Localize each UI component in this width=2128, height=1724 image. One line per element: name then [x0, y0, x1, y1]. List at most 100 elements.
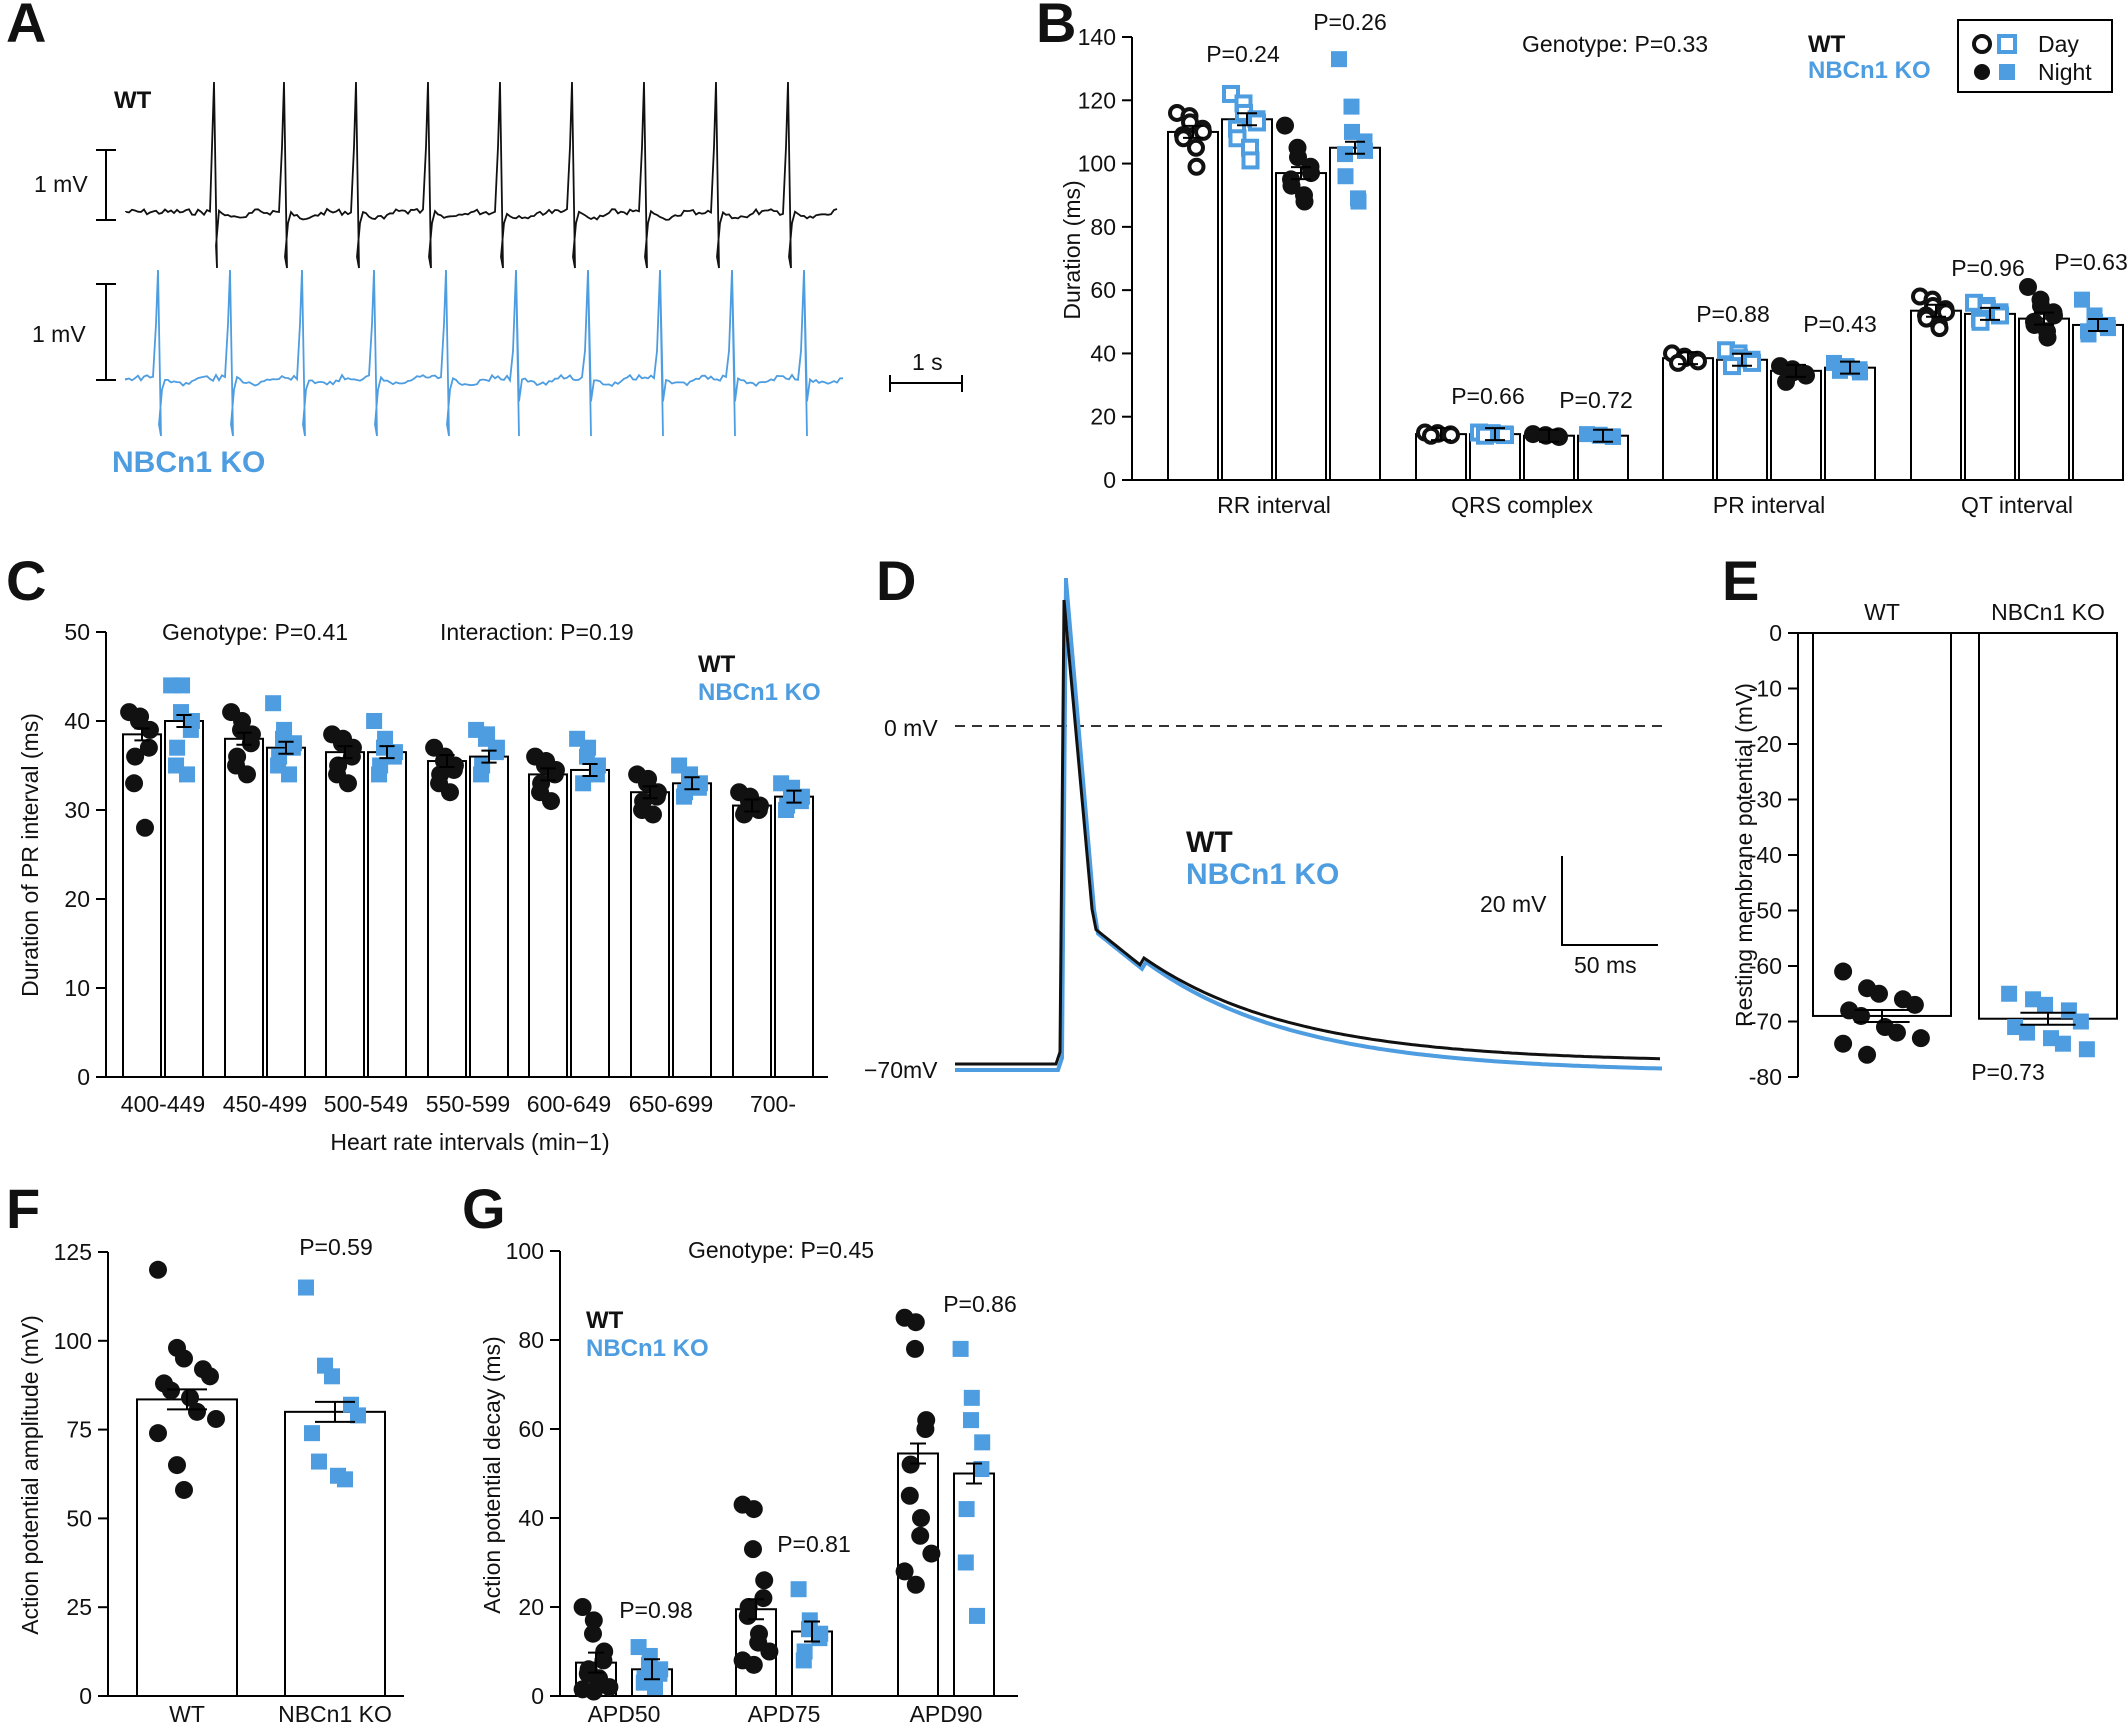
data-point: [600, 1678, 619, 1697]
data-point: [584, 1624, 602, 1643]
ap-legend-wt: WT: [1186, 826, 1233, 859]
data-point: [169, 739, 186, 756]
data-point: [487, 744, 504, 761]
bar: [469, 755, 509, 1078]
data-point: [958, 1501, 975, 1518]
data-point: [584, 1611, 603, 1630]
error-bar: [2088, 317, 2108, 332]
data-point: [2080, 326, 2097, 343]
data-point: [2054, 1035, 2071, 1052]
legend-day-label: Day: [2038, 31, 2079, 57]
error-bar: [582, 762, 598, 777]
ecg-wt-scale-label: 1 mV: [34, 171, 88, 197]
data-point: [2078, 1041, 2095, 1058]
x-tick-label: QRS complex: [1451, 492, 1593, 518]
p-value-label: P=0.24: [1206, 41, 1280, 67]
data-point: [744, 1655, 763, 1674]
data-point: [1357, 142, 1373, 159]
error-bar: [167, 1388, 207, 1411]
panel-letter-g: G: [462, 1177, 506, 1240]
data-point: [350, 1407, 366, 1424]
panel-c-interaction-p: Interaction: P=0.19: [440, 619, 634, 645]
error-bar: [1183, 124, 1203, 139]
ecg-trace-wt: [125, 81, 838, 269]
data-point: [1187, 157, 1206, 176]
y-axis-label: Action potential amplitude (mV): [17, 1315, 43, 1635]
error-bar: [1431, 427, 1451, 442]
y-tick-label: 0: [79, 1683, 92, 1709]
error-bar: [134, 727, 150, 742]
data-point: [690, 779, 707, 796]
y-tick-label: 80: [518, 1327, 544, 1353]
data-point: [366, 713, 383, 729]
error-bar: [1485, 427, 1505, 442]
data-point: [238, 765, 256, 784]
y-tick-label: 20: [1090, 404, 1116, 430]
error-bar: [1237, 112, 1257, 127]
data-point: [1777, 372, 1795, 391]
data-point: [744, 1500, 763, 1519]
data-point: [1337, 168, 1354, 185]
panel-b-chart: Genotype: P=0.33 WT NBCn1 KO Day Night 0…: [1059, 9, 2128, 518]
bar: [122, 733, 162, 1078]
error-bar: [1732, 352, 1752, 367]
data-point: [901, 1455, 920, 1474]
data-point: [140, 720, 159, 739]
data-point: [545, 765, 564, 784]
data-point: [162, 1381, 180, 1400]
error-bar: [337, 745, 353, 760]
x-tick-label: APD90: [910, 1701, 983, 1724]
data-point: [1852, 1006, 1871, 1025]
error-bar: [786, 789, 802, 804]
data-point: [1930, 319, 1949, 338]
error-bar: [748, 1598, 764, 1621]
data-point: [912, 1509, 930, 1527]
data-point: [963, 1389, 980, 1406]
data-point: [1887, 1023, 1906, 1042]
data-point: [676, 788, 693, 805]
data-point: [1834, 962, 1853, 981]
x-tick-label: 650-699: [629, 1091, 713, 1117]
data-point: [149, 1424, 167, 1443]
data-point: [139, 738, 158, 757]
data-point: [1832, 362, 1848, 379]
y-tick-label: 120: [1078, 87, 1116, 113]
error-bar: [644, 1658, 660, 1681]
x-tick-label: PR interval: [1713, 492, 1825, 518]
data-point: [2037, 996, 2053, 1013]
y-tick-label: 40: [64, 708, 90, 734]
ecg-ko-label: NBCn1 KO: [112, 446, 265, 479]
x-tick-label: RR interval: [1217, 492, 1331, 518]
data-point: [179, 766, 195, 783]
data-point: [1905, 995, 1924, 1014]
data-point: [175, 1480, 193, 1499]
data-point: [1295, 192, 1314, 211]
error-bar: [278, 740, 294, 755]
data-point: [337, 1471, 353, 1488]
panel-letter-a: A: [6, 0, 46, 54]
p-value-label: P=0.98: [619, 1597, 693, 1623]
p-value-label: P=0.86: [943, 1291, 1017, 1317]
ap-trace-wt: [955, 599, 1661, 1066]
bar: [266, 746, 306, 1078]
panel-g-legend-wt: WT: [586, 1307, 624, 1334]
legend-day-wt-marker: [1972, 34, 1992, 54]
y-tick-label: -10: [1749, 676, 1782, 702]
panel-e-p-value: P=0.73: [1971, 1059, 2045, 1085]
data-point: [473, 766, 490, 783]
y-tick-label: 0: [77, 1064, 90, 1090]
data-point: [584, 1682, 603, 1701]
error-bar: [2020, 1011, 2076, 1026]
y-tick-label: 10: [64, 975, 90, 1001]
data-point: [575, 775, 592, 792]
data-point: [795, 1652, 812, 1669]
data-point: [906, 1313, 925, 1332]
error-bar: [315, 1400, 355, 1423]
data-point: [1331, 51, 1347, 68]
data-point: [175, 1349, 193, 1368]
data-point: [778, 802, 795, 818]
data-point: [906, 1339, 924, 1358]
data-point: [754, 1589, 773, 1608]
error-bar: [744, 798, 760, 813]
